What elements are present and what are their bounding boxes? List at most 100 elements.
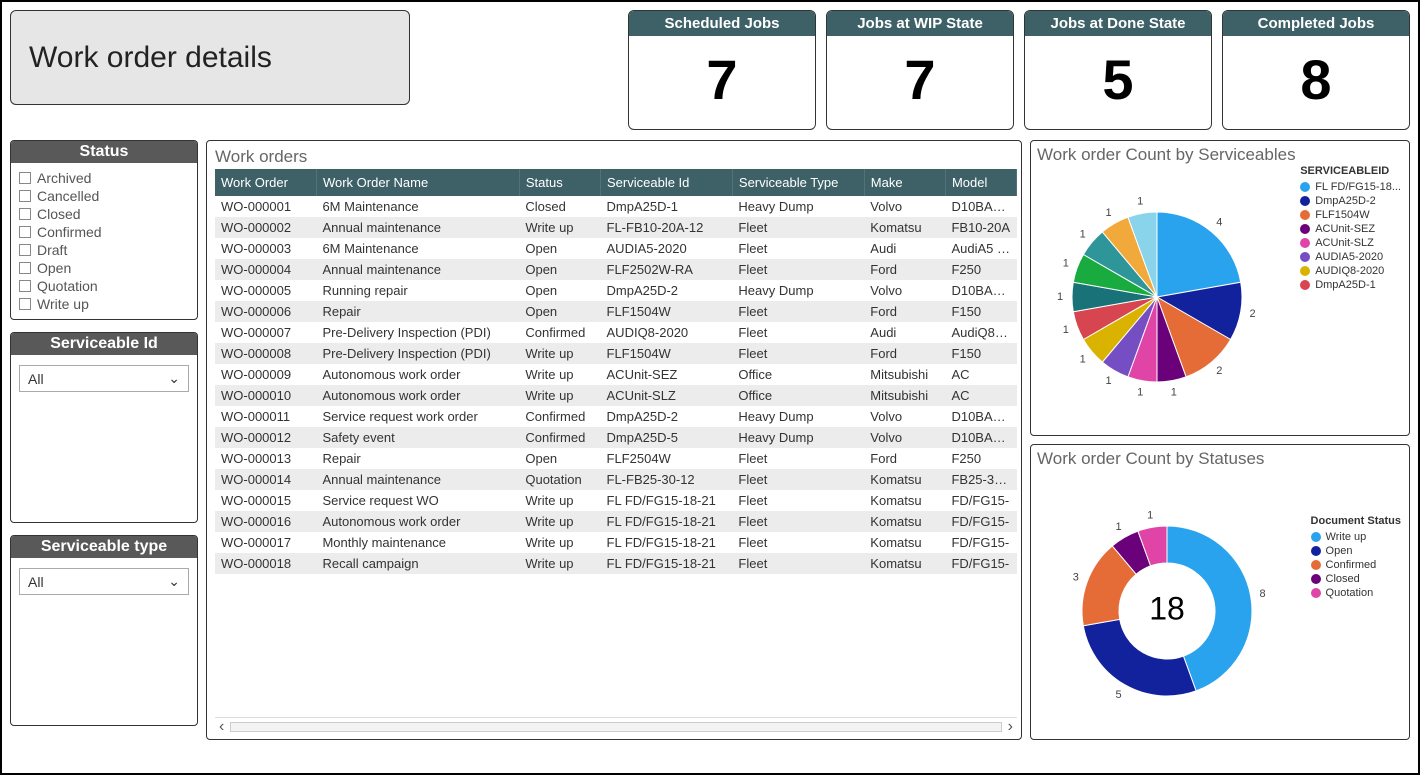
- column-header[interactable]: Work Order: [215, 169, 316, 196]
- scroll-left-icon[interactable]: ‹: [219, 718, 224, 736]
- serviceable-id-dropdown[interactable]: All ⌄: [19, 365, 189, 392]
- legend-item[interactable]: FLF1504W: [1300, 209, 1401, 221]
- legend-item[interactable]: Write up: [1311, 531, 1401, 543]
- table-row[interactable]: WO-000018Recall campaignWrite upFL FD/FG…: [215, 553, 1017, 574]
- table-row[interactable]: WO-000012Safety eventConfirmedDmpA25D-5H…: [215, 427, 1017, 448]
- column-header[interactable]: Serviceable Id: [601, 169, 733, 196]
- table-cell: WO-000017: [215, 532, 316, 553]
- column-header[interactable]: Work Order Name: [316, 169, 519, 196]
- table-cell: FLF2502W-RA: [601, 259, 733, 280]
- table-row[interactable]: WO-000002Annual maintenanceWrite upFL-FB…: [215, 217, 1017, 238]
- legend-item[interactable]: Quotation: [1311, 587, 1401, 599]
- slice-value-label: 1: [1063, 258, 1069, 270]
- table-row[interactable]: WO-000007Pre-Delivery Inspection (PDI)Co…: [215, 322, 1017, 343]
- table-row[interactable]: WO-000011Service request work orderConfi…: [215, 406, 1017, 427]
- kpi-value: 7: [827, 36, 1013, 124]
- table-row[interactable]: WO-000017Monthly maintenanceWrite upFL F…: [215, 532, 1017, 553]
- status-option[interactable]: Quotation: [19, 277, 189, 295]
- checkbox-icon[interactable]: [19, 208, 31, 220]
- kpi-card[interactable]: Jobs at Done State 5: [1024, 10, 1212, 130]
- column-header[interactable]: Serviceable Type: [732, 169, 864, 196]
- status-option[interactable]: Confirmed: [19, 223, 189, 241]
- table-row[interactable]: WO-000009Autonomous work orderWrite upAC…: [215, 364, 1017, 385]
- table-row[interactable]: WO-0000036M MaintenanceOpenAUDIA5-2020Fl…: [215, 238, 1017, 259]
- table-row[interactable]: WO-000004Annual maintenanceOpenFLF2502W-…: [215, 259, 1017, 280]
- table-cell: FLF1504W: [601, 301, 733, 322]
- chart-slice[interactable]: [1083, 619, 1196, 696]
- statuses-chart[interactable]: Work order Count by Statuses 8531118 Doc…: [1030, 444, 1410, 740]
- table-cell: F150: [945, 343, 1016, 364]
- kpi-card[interactable]: Completed Jobs 8: [1222, 10, 1410, 130]
- column-header[interactable]: Model: [945, 169, 1016, 196]
- status-option[interactable]: Closed: [19, 205, 189, 223]
- slice-value-label: 1: [1063, 324, 1069, 336]
- legend-item[interactable]: Closed: [1311, 573, 1401, 585]
- checkbox-icon[interactable]: [19, 280, 31, 292]
- table-cell: FB25-30-1: [945, 469, 1016, 490]
- status-option[interactable]: Archived: [19, 169, 189, 187]
- table-cell: WO-000007: [215, 322, 316, 343]
- status-option[interactable]: Draft: [19, 241, 189, 259]
- table-cell: FLF1504W: [601, 343, 733, 364]
- checkbox-icon[interactable]: [19, 244, 31, 256]
- table-cell: WO-000006: [215, 301, 316, 322]
- table-row[interactable]: WO-000008Pre-Delivery Inspection (PDI)Wr…: [215, 343, 1017, 364]
- table-row[interactable]: WO-000016Autonomous work orderWrite upFL…: [215, 511, 1017, 532]
- table-cell: Write up: [519, 343, 600, 364]
- table-cell: Running repair: [316, 280, 519, 301]
- horizontal-scrollbar[interactable]: ‹ ›: [215, 717, 1017, 735]
- legend-item[interactable]: ACUnit-SEZ: [1300, 223, 1401, 235]
- slice-value-label: 1: [1080, 229, 1086, 241]
- table-row[interactable]: WO-0000016M MaintenanceClosedDmpA25D-1He…: [215, 196, 1017, 217]
- legend-swatch: [1300, 196, 1310, 206]
- legend-item[interactable]: ACUnit-SLZ: [1300, 237, 1401, 249]
- slice-value-label: 1: [1080, 353, 1086, 365]
- table-cell: FL-FB10-20A-12: [601, 217, 733, 238]
- table-cell: Open: [519, 238, 600, 259]
- table-cell: WO-000005: [215, 280, 316, 301]
- legend-item[interactable]: FL FD/FG15-18...: [1300, 181, 1401, 193]
- scroll-right-icon[interactable]: ›: [1008, 718, 1013, 736]
- checkbox-icon[interactable]: [19, 172, 31, 184]
- legend-label: ACUnit-SLZ: [1315, 237, 1374, 249]
- serviceable-type-dropdown[interactable]: All ⌄: [19, 568, 189, 595]
- table-row[interactable]: WO-000006RepairOpenFLF1504WFleetFordF150: [215, 301, 1017, 322]
- legend-item[interactable]: DmpA25D-1: [1300, 279, 1401, 291]
- work-orders-panel: Work orders Work OrderWork Order NameSta…: [206, 140, 1022, 740]
- status-option[interactable]: Cancelled: [19, 187, 189, 205]
- column-header[interactable]: Make: [864, 169, 945, 196]
- serviceables-chart[interactable]: Work order Count by Serviceables 4221111…: [1030, 140, 1410, 436]
- legend-item[interactable]: Open: [1311, 545, 1401, 557]
- column-header[interactable]: Status: [519, 169, 600, 196]
- table-cell: Write up: [519, 217, 600, 238]
- table-cell: AC: [945, 385, 1016, 406]
- table-row[interactable]: WO-000010Autonomous work orderWrite upAC…: [215, 385, 1017, 406]
- table-cell: AudiA5 20: [945, 238, 1016, 259]
- table-row[interactable]: WO-000014Annual maintenanceQuotationFL-F…: [215, 469, 1017, 490]
- slice-value-label: 4: [1216, 217, 1222, 229]
- kpi-card[interactable]: Jobs at WIP State 7: [826, 10, 1014, 130]
- checkbox-icon[interactable]: [19, 298, 31, 310]
- kpi-card[interactable]: Scheduled Jobs 7: [628, 10, 816, 130]
- table-row[interactable]: WO-000015Service request WOWrite upFL FD…: [215, 490, 1017, 511]
- work-orders-table[interactable]: Work OrderWork Order NameStatusServiceab…: [215, 169, 1017, 574]
- table-cell: Ford: [864, 343, 945, 364]
- table-row[interactable]: WO-000013RepairOpenFLF2504WFleetFordF250: [215, 448, 1017, 469]
- legend-item[interactable]: AUDIQ8-2020: [1300, 265, 1401, 277]
- expand-icon[interactable]: ▾: [1388, 432, 1395, 436]
- legend-item[interactable]: AUDIA5-2020: [1300, 251, 1401, 263]
- checkbox-icon[interactable]: [19, 262, 31, 274]
- legend-item[interactable]: Confirmed: [1311, 559, 1401, 571]
- table-cell: DmpA25D-5: [601, 427, 733, 448]
- table-cell: FD/FG15-: [945, 532, 1016, 553]
- filters-column: Status ArchivedCancelledClosedConfirmedD…: [10, 140, 198, 740]
- table-cell: Heavy Dump: [732, 427, 864, 448]
- table-cell: Audi: [864, 322, 945, 343]
- checkbox-icon[interactable]: [19, 190, 31, 202]
- table-row[interactable]: WO-000005Running repairOpenDmpA25D-2Heav…: [215, 280, 1017, 301]
- checkbox-icon[interactable]: [19, 226, 31, 238]
- legend-item[interactable]: DmpA25D-2: [1300, 195, 1401, 207]
- status-option[interactable]: Open: [19, 259, 189, 277]
- status-option[interactable]: Write up: [19, 295, 189, 313]
- kpi-value: 7: [629, 36, 815, 124]
